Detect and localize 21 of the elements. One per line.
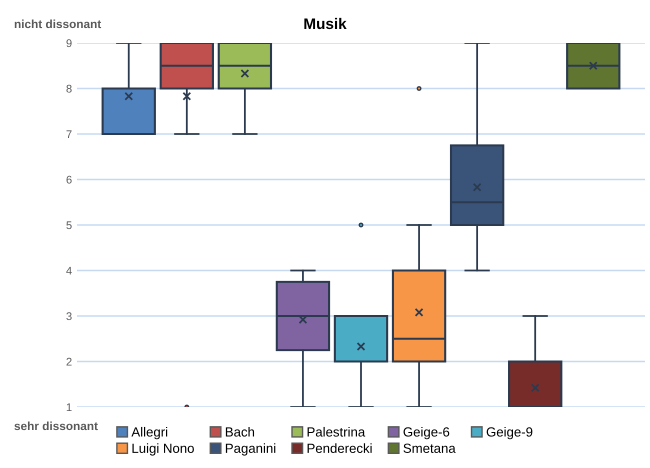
legend-label: Penderecki <box>308 443 372 453</box>
legend-label: Bach <box>226 426 254 437</box>
y-tick-label: 5 <box>66 221 72 230</box>
text: nicht dissonant <box>14 20 102 28</box>
legend-label: Palestrina <box>308 426 366 437</box>
y-tick-label: 7 <box>66 130 72 138</box>
legend-label: Paganini <box>226 443 276 456</box>
legend-label: Geige-9 <box>486 426 532 440</box>
chart-title: Musik <box>304 18 347 30</box>
y-tick-label: 3 <box>66 312 72 320</box>
legend-label: Smetana <box>403 444 456 453</box>
y-tick-label: 6 <box>66 176 72 184</box>
legend-label: Luigi Nono <box>132 443 194 456</box>
y-tick-label: 9 <box>66 39 72 48</box>
y-tick-label: 2 <box>66 358 72 366</box>
text: sehr dissonant <box>14 422 98 430</box>
y-tick-label: 8 <box>66 84 72 93</box>
y-tick-label: 4 <box>66 266 72 275</box>
legend-label: Allegri <box>131 426 168 440</box>
legend-label: Geige-6 <box>404 426 450 440</box>
y-tick-label: 1 <box>66 403 72 412</box>
